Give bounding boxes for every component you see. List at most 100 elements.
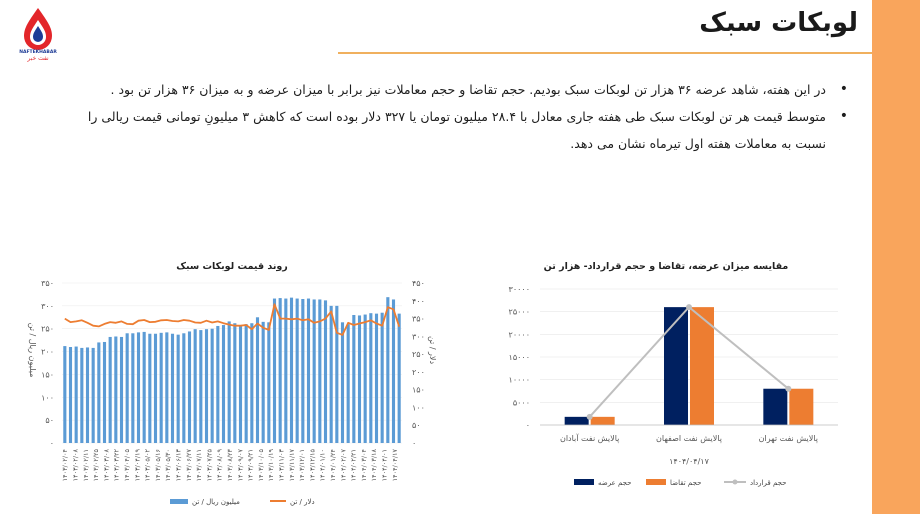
x-tick-label: ۱۴۰۴/۰۴/۰۱ (381, 449, 389, 481)
y-tick-right: ۳۵۰ (412, 315, 425, 324)
x-tick-label: ۱۴۰۳/۰۲/۰۸ (72, 448, 80, 481)
x-tick-label: ۱۴۰۳/۰۷/۱۱ (195, 449, 203, 481)
price-bar (216, 325, 220, 443)
y-tick-left: ۱۰۰ (41, 393, 54, 402)
x-axis-label: ۱۴۰۴/۰۴/۱۷ (669, 457, 709, 466)
price-bar (357, 315, 362, 443)
y-tick-left: ۳۵۰ (41, 279, 54, 288)
y-tick: ۵۰۰۰ (513, 398, 530, 407)
logo-text: NAFTEKHABAR (19, 49, 57, 55)
x-tick-label: ۱۴۰۳/۱۰/۰۵ (257, 448, 265, 481)
price-bar (391, 299, 396, 443)
price-bar (346, 324, 350, 443)
price-bar (312, 299, 316, 443)
price-bar (250, 323, 254, 443)
price-bar (85, 347, 90, 443)
y-tick: ۱۵۰۰۰ (509, 353, 530, 362)
x-tick-label: ۱۴۰۳/۱۱/۰۳ (278, 448, 286, 481)
y-tick-right: ۲۵۰ (412, 350, 425, 359)
x-tick-label: ۱۴۰۳/۱۲/۰۱ (298, 449, 306, 481)
price-bar (244, 324, 248, 443)
y-tick: ۱۰۰۰۰ (509, 376, 530, 385)
price-bar (102, 341, 107, 443)
x-tick-label: ۱۴۰۳/۰۷/۲۵ (205, 448, 213, 481)
x-tick-label: ۱۴۰۳/۰۸/۲۳ (226, 448, 234, 481)
price-bar (272, 298, 277, 443)
contract-volume-point (785, 385, 792, 392)
price-bar (80, 347, 84, 443)
y-tick-right: ۱۵۰ (412, 386, 425, 395)
price-bar (295, 298, 299, 443)
x-tick-label: ۱۴۰۳/۰۵/۱۶ (154, 449, 162, 481)
x-tick-label: ۱۴۰۳/۰۸/۰۹ (216, 448, 224, 481)
page-title: لوبکات سبک (699, 8, 858, 38)
x-tick-label: ۱۴۰۳/۰۵/۰۲ (144, 448, 152, 481)
y-tick-left: ۲۰۰ (41, 348, 54, 357)
price-bar (289, 297, 294, 443)
x-tick-label: ۱۴۰۳/۰۵/۳۰ (164, 449, 172, 481)
x-tick-label: ۱۴۰۳/۰۳/۲۲ (113, 448, 121, 481)
price-bar (318, 299, 322, 443)
y-tick-left: ۰ (50, 439, 54, 448)
price-bar (329, 305, 333, 443)
price-bar (91, 347, 95, 443)
side-accent-bar (872, 0, 920, 514)
y-axis-label-left: میلیون ریال / تن (28, 323, 37, 378)
price-bar (136, 332, 141, 443)
price-bar (193, 329, 197, 443)
y-tick-left: ۵۰ (45, 416, 54, 425)
demand-bar (789, 388, 814, 425)
price-bar (374, 313, 379, 443)
price-bar (170, 333, 175, 443)
price-bar (221, 325, 226, 443)
y-tick-right: ۵۰ (412, 421, 421, 430)
y-tick-right: ۰ (412, 439, 416, 448)
price-bar (380, 312, 384, 443)
price-bar (397, 313, 401, 443)
y-tick-right: ۴۰۰ (412, 297, 425, 306)
legend-marker-contract (732, 479, 738, 485)
price-bar (267, 322, 271, 443)
price-bar (74, 346, 78, 443)
x-tick-label: ۱۴۰۴/۰۴/۱۷ (391, 448, 399, 481)
y-tick: ۲۰۰۰۰ (509, 330, 530, 339)
price-bar (182, 333, 186, 443)
x-tick-label: ۱۴۰۳/۰۶/۲۷ (185, 448, 193, 481)
y-tick-right: ۴۵۰ (412, 279, 425, 288)
price-bar (165, 332, 169, 443)
price-bar (278, 298, 282, 443)
price-bar (335, 305, 339, 443)
x-tick-label: ۱۴۰۴/۰۳/۱۸ (370, 448, 378, 481)
y-tick-right: ۱۰۰ (412, 403, 425, 412)
x-category-label: پالایش نفت آبادان (560, 433, 619, 443)
dollar-price-line (64, 303, 401, 336)
x-tick-label: ۱۴۰۳/۱۰/۱۹ (267, 448, 275, 481)
price-trend-chart: روند قیمت لوبکات سبک ۰ ۵۰ ۱۰۰ ۱۵۰ ۲۰۰ ۲۵۰ ۳۰۰ ۳… (28, 261, 437, 506)
price-bar (238, 325, 243, 443)
price-bar (176, 334, 180, 443)
chart-title: روند قیمت لوبکات سبک (176, 261, 288, 272)
legend-swatch-supply (574, 479, 594, 485)
price-bar (119, 336, 124, 443)
x-tick-label: ۱۴۰۴/۰۱/۲۴ (329, 448, 337, 481)
price-bar (386, 297, 390, 443)
supply-bar (664, 307, 688, 425)
contract-volume-point (586, 413, 593, 420)
x-tick-label: ۱۴۰۴/۰۲/۲۱ (350, 449, 358, 481)
x-category-label: پالایش نفت اصفهان (656, 434, 722, 443)
demand-bar (590, 416, 615, 425)
price-bar (255, 317, 260, 443)
price-bar (68, 347, 73, 443)
y-tick-left: ۲۵۰ (41, 325, 54, 334)
price-bar (97, 342, 101, 443)
price-bar (204, 329, 209, 443)
chart-legend: میلیون ریال / تن دلار / تن (170, 498, 315, 506)
price-bar (153, 333, 158, 443)
legend-label-dollar: دلار / تن (290, 498, 315, 506)
bullet-supply: در این هفته، شاهد عرضه ۳۶ هزار تن لوبکات… (80, 76, 852, 103)
y-tick: ۰ (526, 421, 530, 430)
x-tick-label: ۱۴۰۳/۰۲/۰۴ (61, 448, 69, 481)
price-bar (227, 321, 231, 443)
legend-swatch-rial (170, 499, 188, 504)
bullet-price: متوسط قیمت هر تن لوبکات سبک طی هفته جاری… (80, 103, 852, 157)
